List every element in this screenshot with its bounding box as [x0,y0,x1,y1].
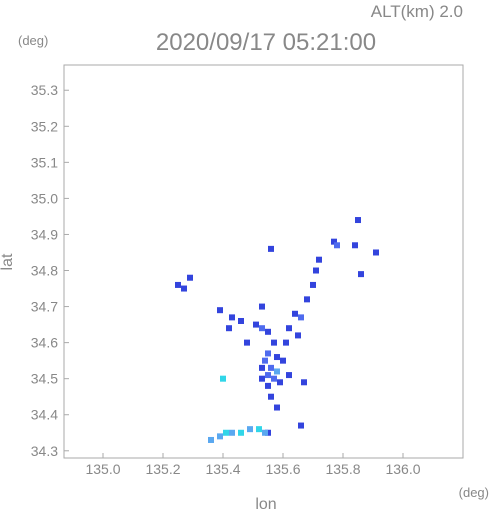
echo-cell [355,217,361,224]
echo-cell [271,375,277,382]
echo-cell [268,245,274,252]
echo-cell [208,436,214,443]
x-tick-label: 135.0 [85,461,120,477]
echo-cell [358,271,364,278]
echo-cell [334,242,340,249]
lat-unit-label: (deg) [18,33,48,48]
echo-cell [259,325,265,332]
echo-cell [283,339,289,346]
echo-cell [268,364,274,371]
echo-cell [274,368,280,375]
echo-cell [259,375,265,382]
echo-cell [259,364,265,371]
x-tick-label: 136.0 [385,461,420,477]
echo-cell [316,256,322,263]
echo-cell [262,357,268,364]
altitude-label: ALT(km) 2.0 [371,2,463,21]
echo-cell [187,274,193,281]
y-tick-label: 35.0 [31,190,58,206]
echo-cell [286,372,292,379]
echo-cell [373,249,379,256]
echo-cell [313,267,319,274]
y-tick-label: 35.3 [31,82,58,98]
echo-cell [274,404,280,411]
x-tick-label: 135.8 [325,461,360,477]
echo-cell [265,372,271,379]
echo-cell [217,433,223,440]
echo-cell [301,379,307,386]
echo-cell [220,375,226,382]
echo-cell [280,357,286,364]
lon-unit-label: (deg) [459,485,489,500]
y-tick-label: 34.6 [31,335,58,351]
y-tick-label: 34.5 [31,371,58,387]
echo-cell [265,382,271,389]
y-axis-title: lat [0,253,16,270]
x-tick-label: 135.2 [145,461,180,477]
echo-cell [268,393,274,400]
echo-cell [295,332,301,339]
x-axis-title: lon [255,496,276,513]
plot-frame [63,64,464,459]
echo-cell [298,314,304,321]
echo-cell [277,379,283,386]
y-tick-label: 34.7 [31,299,58,315]
y-tick-label: 34.9 [31,226,58,242]
echo-cell [310,281,316,288]
echo-cell [217,307,223,314]
echo-cell [223,429,229,436]
x-tick-label: 135.6 [265,461,300,477]
echo-cell [331,238,337,245]
axis-tick-layer: 135.0 135.2 135.4 135.6 135.8 136.0 34.3 34.4 34… [31,82,421,477]
echo-cell [238,429,244,436]
echo-cell [265,328,271,335]
echo-cell [226,325,232,332]
y-tick-label: 34.3 [31,443,58,459]
echo-cell [175,281,181,288]
echo-cell [292,310,298,317]
echo-cell [271,339,277,346]
y-tick-label: 34.8 [31,263,58,279]
echo-cell [229,429,235,436]
echo-cell [304,296,310,303]
chart-title: 2020/09/17 05:21:00 [156,29,376,56]
echo-cell [244,339,250,346]
echo-cell [298,422,304,429]
echo-cell [286,325,292,332]
echo-cell [265,350,271,357]
echo-cell [229,314,235,321]
echo-cell [259,303,265,310]
echo-cell [262,429,268,436]
echo-cell [247,426,253,433]
echo-cell [352,242,358,249]
echo-cell [238,317,244,324]
x-tick-label: 135.4 [205,461,240,477]
y-tick-label: 34.4 [31,407,58,423]
echo-cell [181,285,187,292]
radar-echo-layer [175,217,379,443]
y-tick-label: 35.1 [31,154,58,170]
y-tick-label: 35.2 [31,118,58,134]
echo-cell [274,354,280,361]
echo-cell [253,321,259,328]
echo-cell [256,426,262,433]
